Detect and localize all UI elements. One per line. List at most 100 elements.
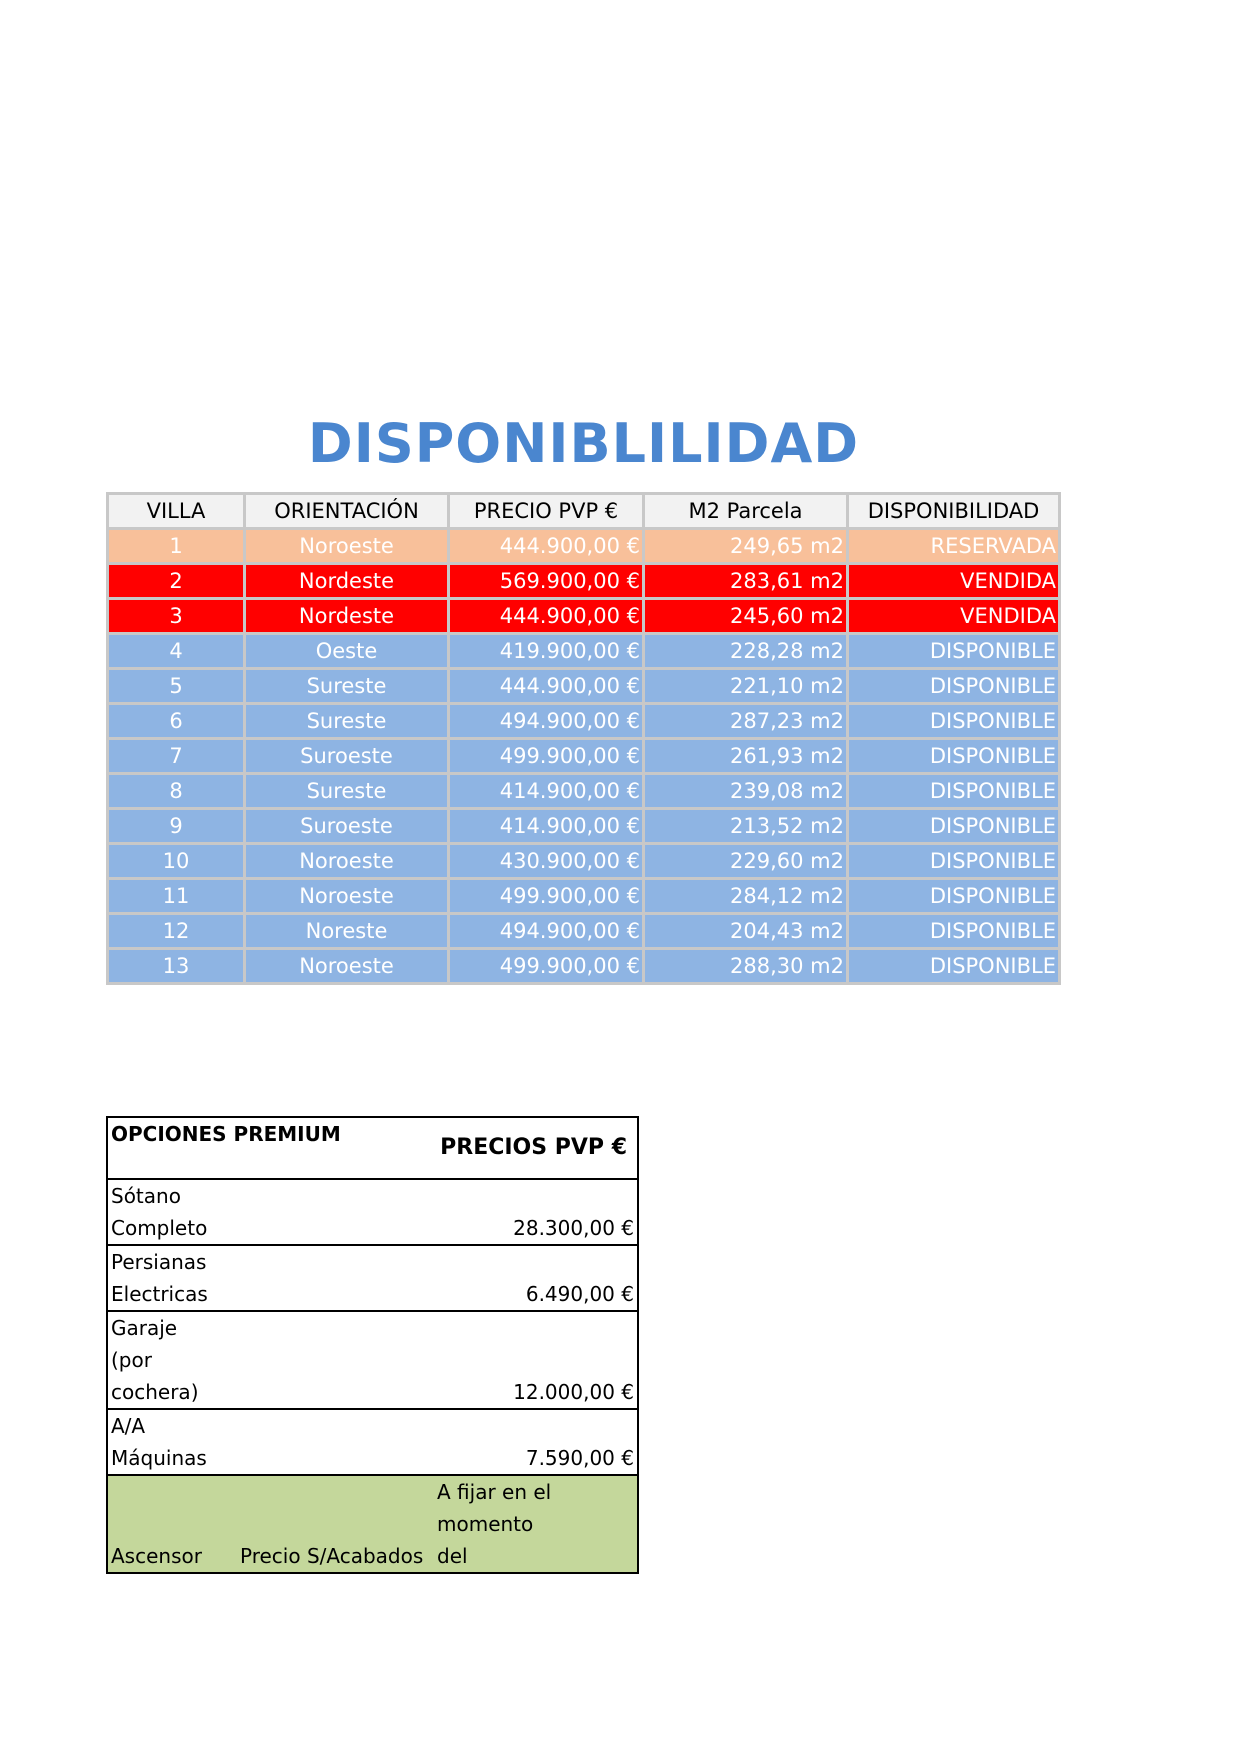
price-cell: 444.900,00 € [447, 527, 645, 565]
table-row: 13 Noroeste 499.900,00 €288,30 m2 DISPONIBL… [106, 947, 1061, 985]
table-row: 6 Sureste 494.900,00 €287,23 m2 DISPONIBLE [106, 702, 1061, 740]
header-precio: PRECIO PVP € [447, 492, 645, 530]
plot-area-cell: 229,60 m2 [642, 842, 849, 880]
option-name-cell: Persianas Electricas [107, 1244, 434, 1312]
option-name: A/A Máquinas [111, 1414, 207, 1470]
plot-area-cell: 239,08 m2 [642, 772, 849, 810]
option-price: A fijar en el momento del [434, 1474, 638, 1574]
table-row: 11 Noroeste 499.900,00 €284,12 m2 DISPONIBL… [106, 877, 1061, 915]
price-cell: 494.900,00 € [447, 702, 645, 740]
orientation-cell: Noroeste [243, 947, 450, 985]
status-cell: DISPONIBLE [846, 947, 1061, 985]
options-header-row: OPCIONES PREMIUM PRECIOS PVP € [107, 1116, 638, 1180]
option-row: Garaje (por cochera) 12.000,00 € [107, 1310, 638, 1410]
status-cell: DISPONIBLE [846, 667, 1061, 705]
orientation-cell: Noroeste [243, 877, 450, 915]
table-row: 3 Nordeste 444.900,00 €245,60 m2 VENDIDA [106, 597, 1061, 635]
price-cell: 444.900,00 € [447, 597, 645, 635]
options-header-price: PRECIOS PVP € [434, 1116, 638, 1180]
table-row: 1 Noroeste 444.900,00 €249,65 m2 RESERVADA [106, 527, 1061, 565]
orientation-cell: Oeste [243, 632, 450, 670]
villa-cell: 5 [106, 667, 246, 705]
header-villa: VILLA [106, 492, 246, 530]
option-row-ascensor: Ascensor Precio S/Acabados A fijar en el m… [107, 1474, 638, 1574]
plot-area-cell: 287,23 m2 [642, 702, 849, 740]
status-cell: RESERVADA [846, 527, 1061, 565]
plot-area-cell: 221,10 m2 [642, 667, 849, 705]
table-row: 9 Suroeste 414.900,00 €213,52 m2 DISPONIBLE [106, 807, 1061, 845]
villa-cell: 8 [106, 772, 246, 810]
option-name: Persianas Electricas [111, 1250, 208, 1306]
table-row: 7 Suroeste 499.900,00 €261,93 m2 DISPONIBLE [106, 737, 1061, 775]
villa-cell: 6 [106, 702, 246, 740]
table-row: 2 Nordeste 569.900,00 €283,61 m2 VENDIDA [106, 562, 1061, 600]
orientation-cell: Sureste [243, 702, 450, 740]
villa-cell: 1 [106, 527, 246, 565]
table-row: 5 Sureste 444.900,00 €221,10 m2 DISPONIBLE [106, 667, 1061, 705]
price-cell: 414.900,00 € [447, 772, 645, 810]
villa-cell: 3 [106, 597, 246, 635]
option-name-cell: Garaje (por cochera) [107, 1310, 434, 1410]
status-cell: VENDIDA [846, 562, 1061, 600]
price-cell: 569.900,00 € [447, 562, 645, 600]
plot-area-cell: 261,93 m2 [642, 737, 849, 775]
option-price: 7.590,00 € [434, 1408, 638, 1476]
header-disponibilidad: DISPONIBILIDAD [846, 492, 1061, 530]
header-orientacion: ORIENTACIÓN [243, 492, 450, 530]
status-cell: VENDIDA [846, 597, 1061, 635]
orientation-cell: Sureste [243, 772, 450, 810]
price-cell: 494.900,00 € [447, 912, 645, 950]
plot-area-cell: 283,61 m2 [642, 562, 849, 600]
villa-cell: 13 [106, 947, 246, 985]
orientation-cell: Suroeste [243, 807, 450, 845]
table-row: 8 Sureste 414.900,00 €239,08 m2 DISPONIBLE [106, 772, 1061, 810]
table-row: 4 Oeste 419.900,00 €228,28 m2 DISPONIBLE [106, 632, 1061, 670]
premium-options-table: OPCIONES PREMIUM PRECIOS PVP € Sótano Co… [106, 1116, 639, 1574]
status-cell: DISPONIBLE [846, 772, 1061, 810]
orientation-cell: Sureste [243, 667, 450, 705]
orientation-cell: Suroeste [243, 737, 450, 775]
price-cell: 499.900,00 € [447, 947, 645, 985]
orientation-cell: Nordeste [243, 562, 450, 600]
option-name: Ascensor [107, 1474, 237, 1574]
option-name-cell: A/A Máquinas [107, 1408, 434, 1476]
option-row: Sótano Completo 28.300,00 € [107, 1178, 638, 1246]
option-price: 12.000,00 € [434, 1310, 638, 1410]
option-price-text: A fijar en el momento del [437, 1480, 552, 1568]
villa-cell: 7 [106, 737, 246, 775]
villa-cell: 9 [106, 807, 246, 845]
price-cell: 444.900,00 € [447, 667, 645, 705]
option-row: Persianas Electricas 6.490,00 € [107, 1244, 638, 1312]
orientation-cell: Nordeste [243, 597, 450, 635]
orientation-cell: Noroeste [243, 527, 450, 565]
status-cell: DISPONIBLE [846, 877, 1061, 915]
plot-area-cell: 228,28 m2 [642, 632, 849, 670]
status-cell: DISPONIBLE [846, 702, 1061, 740]
option-name-cell: Sótano Completo [107, 1178, 434, 1246]
page-title: DISPONIBLILIDAD [307, 412, 860, 475]
option-name: Garaje (por cochera) [111, 1316, 199, 1404]
villa-cell: 12 [106, 912, 246, 950]
status-cell: DISPONIBLE [846, 632, 1061, 670]
options-header-label: OPCIONES PREMIUM [107, 1116, 434, 1180]
status-cell: DISPONIBLE [846, 807, 1061, 845]
villa-cell: 2 [106, 562, 246, 600]
table-row: 12 Noreste 494.900,00 €204,43 m2 DISPONIBLE [106, 912, 1061, 950]
availability-table: VILLA ORIENTACIÓN PRECIO PVP € M2 Parcel… [106, 492, 1061, 985]
option-price: 6.490,00 € [434, 1244, 638, 1312]
villa-cell: 11 [106, 877, 246, 915]
option-name: Sótano Completo [111, 1184, 208, 1240]
price-cell: 499.900,00 € [447, 877, 645, 915]
table-row: 10 Noroeste 430.900,00 €229,60 m2 DISPONIBL… [106, 842, 1061, 880]
price-cell: 419.900,00 € [447, 632, 645, 670]
option-note: Precio S/Acabados [237, 1474, 434, 1574]
table-header-row: VILLA ORIENTACIÓN PRECIO PVP € M2 Parcel… [106, 492, 1061, 530]
option-price: 28.300,00 € [434, 1178, 638, 1246]
status-cell: DISPONIBLE [846, 737, 1061, 775]
price-cell: 414.900,00 € [447, 807, 645, 845]
plot-area-cell: 245,60 m2 [642, 597, 849, 635]
plot-area-cell: 284,12 m2 [642, 877, 849, 915]
price-cell: 499.900,00 € [447, 737, 645, 775]
orientation-cell: Noreste [243, 912, 450, 950]
villa-cell: 4 [106, 632, 246, 670]
